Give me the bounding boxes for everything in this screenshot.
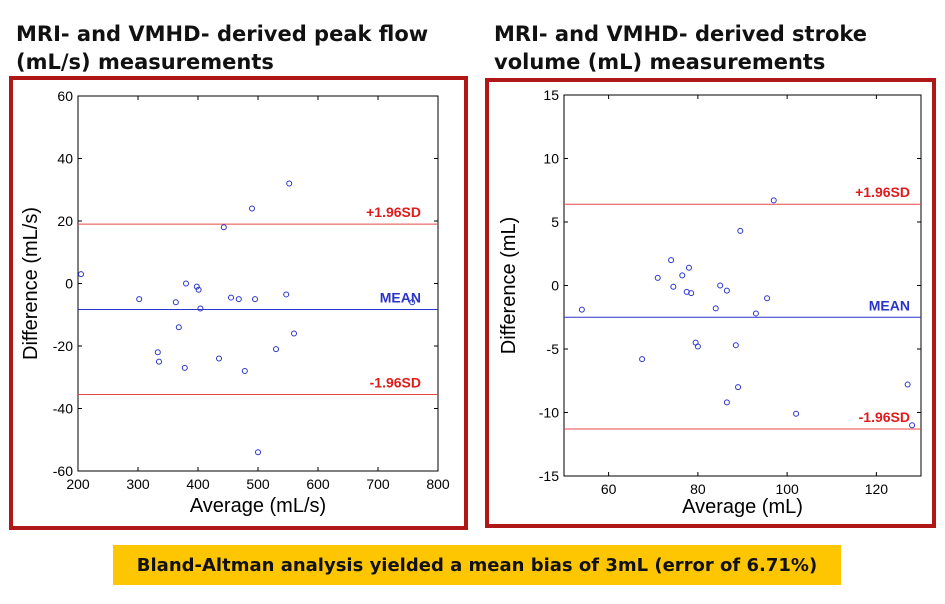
x-tick-label: 400 — [186, 476, 210, 492]
chart-frame-peak-flow: 200 300 400 500 600 700 800 -60 -40 -20 0 20 40 60 +1.… — [9, 76, 468, 530]
data-point — [909, 422, 916, 429]
data-point — [78, 271, 84, 278]
data-point — [195, 286, 202, 293]
chart-title-peak-flow: MRI- and VMHD- derived peak flow (mL/s) … — [16, 22, 429, 74]
data-point — [723, 399, 730, 406]
x-tick-label: 500 — [246, 476, 270, 492]
limit-label: -1.96SD — [370, 374, 421, 390]
data-point — [694, 343, 701, 350]
data-point — [770, 197, 777, 204]
data-point — [136, 296, 143, 303]
y-tick-label: 0 — [65, 276, 73, 292]
data-point — [752, 310, 759, 317]
data-point — [252, 296, 258, 303]
y-tick-label: 20 — [57, 213, 73, 229]
data-point — [409, 299, 416, 306]
data-point — [235, 296, 242, 303]
data-point — [578, 306, 585, 313]
limit-label: +1.96SD — [855, 184, 910, 200]
y-tick-label: 5 — [551, 214, 559, 230]
x-tick-label: 700 — [366, 476, 390, 492]
data-point — [717, 282, 724, 289]
data-point — [688, 290, 695, 297]
y-tick-label: -10 — [539, 405, 559, 421]
data-point — [283, 291, 290, 298]
limit-label: -1.96SD — [859, 409, 910, 425]
chart-stroke-volume: 60 80 100 120 -15 -10 -5 0 5 10 15 +1.96SD MEAN -1.96… — [498, 87, 922, 518]
mean-label: MEAN — [869, 297, 910, 313]
data-point — [286, 180, 293, 187]
data-point — [712, 305, 719, 312]
x-tick-label: 300 — [126, 476, 150, 492]
y-tick-label: -5 — [547, 341, 560, 357]
data-point — [193, 283, 200, 290]
data-point — [241, 368, 248, 374]
data-point — [154, 349, 161, 356]
data-point — [764, 295, 771, 302]
data-point — [670, 283, 677, 290]
data-point — [220, 224, 227, 231]
y-tick-label: 0 — [551, 278, 559, 294]
data-point — [654, 274, 661, 281]
data-point — [291, 330, 297, 337]
data-point — [172, 299, 179, 306]
x-axis-label: Average (mL) — [682, 496, 803, 518]
data-point — [249, 205, 255, 212]
data-point — [679, 272, 686, 279]
data-point — [668, 257, 675, 264]
chart-peak-flow: 200 300 400 500 600 700 800 -60 -40 -20 0 20 40 60 +1.… — [20, 88, 450, 517]
data-point — [735, 384, 742, 391]
summary-banner: Bland-Altman analysis yielded a mean bia… — [113, 545, 841, 585]
data-point — [228, 294, 234, 301]
x-axis-label: Average (mL/s) — [190, 495, 326, 517]
y-tick-label: 60 — [57, 88, 73, 104]
data-point — [197, 305, 204, 312]
data-point — [737, 227, 744, 234]
mean-label: MEAN — [380, 289, 421, 305]
y-tick-label: 10 — [543, 151, 559, 167]
x-tick-label: 80 — [690, 481, 706, 497]
data-point — [723, 287, 730, 294]
plot-area — [77, 95, 439, 472]
y-tick-label: -40 — [53, 401, 73, 417]
y-tick-label: -60 — [53, 463, 73, 479]
limit-label: +1.96SD — [366, 204, 421, 220]
data-point — [793, 410, 800, 417]
data-point — [255, 449, 261, 456]
x-tick-label: 100 — [775, 481, 799, 497]
y-tick-label: 15 — [543, 87, 559, 103]
chart-frame-stroke-volume: 60 80 100 120 -15 -10 -5 0 5 10 15 +1.96SD MEAN -1.96… — [485, 78, 936, 528]
data-point — [156, 358, 162, 365]
y-axis-label: Difference (mL) — [498, 217, 520, 354]
data-point — [216, 355, 222, 362]
y-tick-label: -20 — [53, 338, 73, 354]
chart-title-stroke-volume: MRI- and VMHD- derived stroke volume (mL… — [494, 22, 868, 74]
y-tick-label: -15 — [539, 468, 559, 484]
x-tick-label: 120 — [865, 481, 889, 497]
data-point — [175, 324, 182, 331]
x-tick-label: 200 — [66, 476, 90, 492]
y-tick-label: 40 — [57, 151, 73, 167]
data-point — [183, 280, 189, 287]
data-point — [639, 356, 646, 363]
y-axis-label: Difference (mL/s) — [20, 207, 42, 360]
data-point — [732, 342, 739, 349]
x-tick-label: 60 — [601, 481, 617, 497]
x-tick-label: 600 — [306, 476, 330, 492]
data-point — [904, 381, 911, 388]
data-point — [685, 264, 692, 271]
data-point — [273, 346, 279, 353]
x-tick-label: 800 — [426, 476, 450, 492]
data-point — [181, 364, 188, 371]
